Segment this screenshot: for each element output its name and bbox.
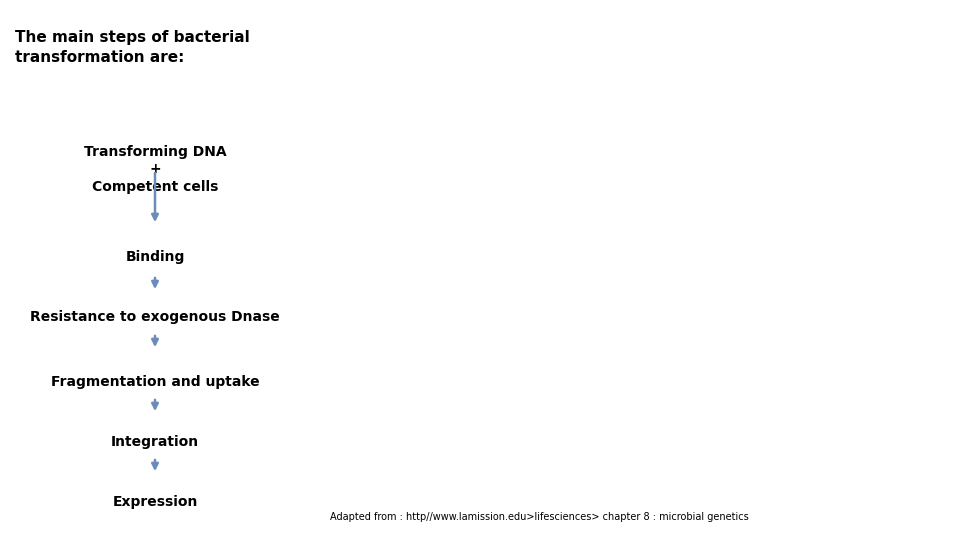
Text: Expression: Expression [112,495,198,509]
Text: Integration: Integration [111,435,199,449]
Text: The main steps of bacterial
transformation are:: The main steps of bacterial transformati… [15,30,250,65]
Text: Resistance to exogenous Dnase: Resistance to exogenous Dnase [30,310,280,324]
Text: Binding: Binding [126,250,184,264]
Text: Fragmentation and uptake: Fragmentation and uptake [51,375,259,389]
Text: Adapted from : http//www.lamission.edu>lifesciences> chapter 8 : microbial genet: Adapted from : http//www.lamission.edu>l… [330,512,749,522]
Text: Transforming DNA
+
Competent cells: Transforming DNA + Competent cells [84,145,227,194]
